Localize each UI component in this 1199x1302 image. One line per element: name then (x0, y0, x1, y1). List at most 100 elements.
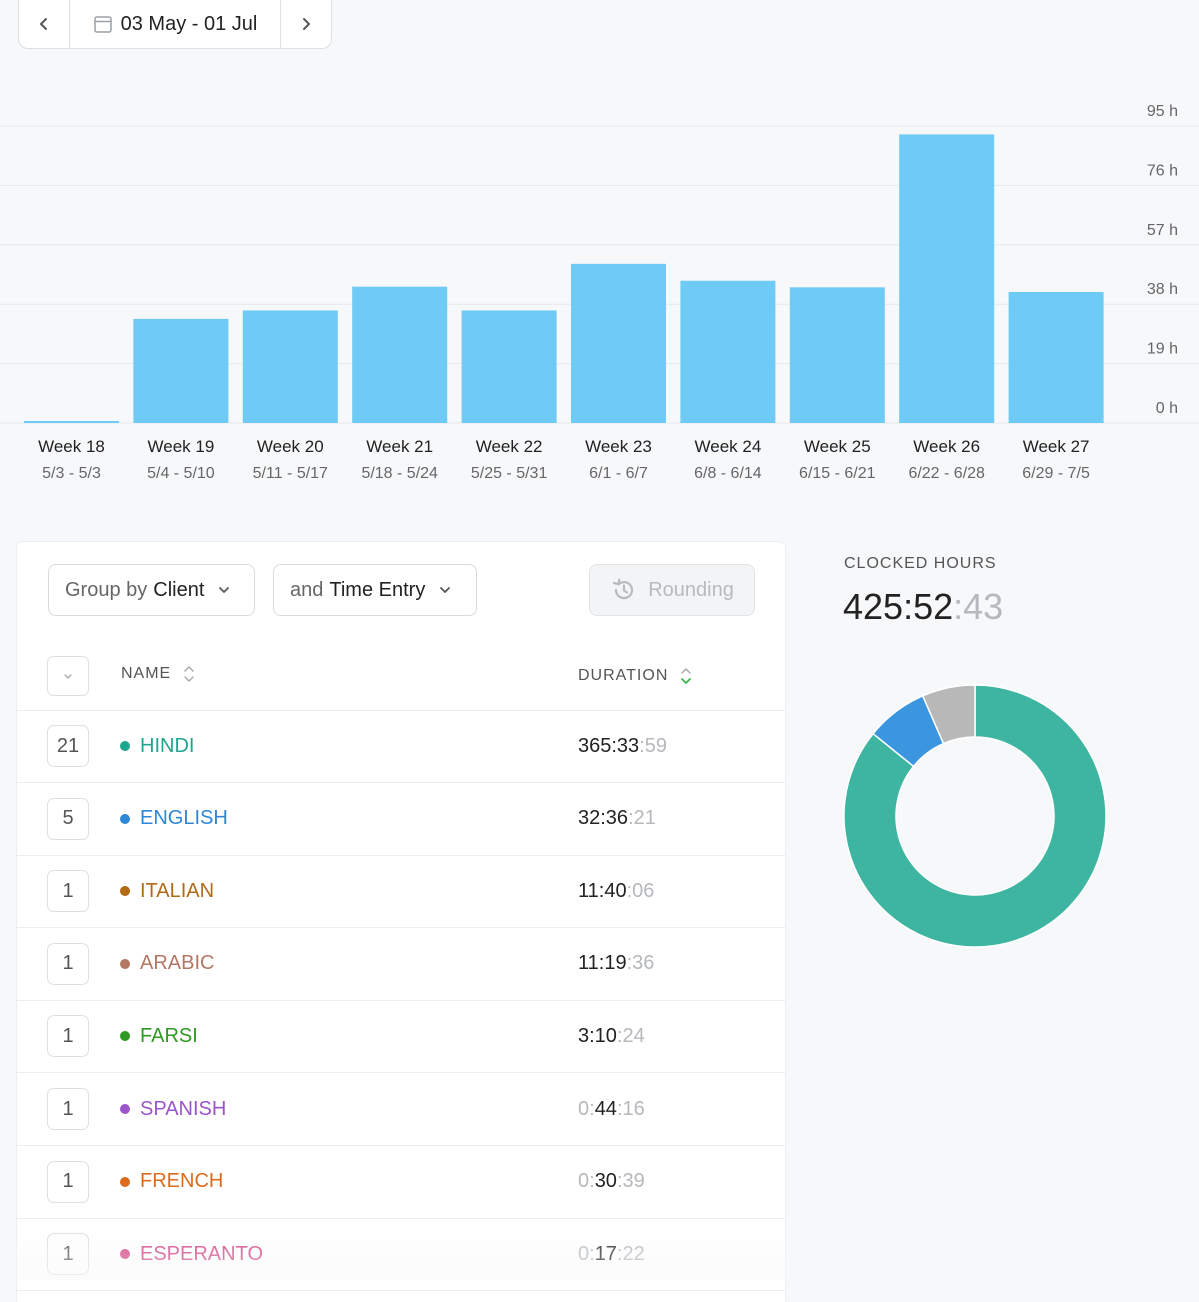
client-name[interactable]: FARSI (120, 1000, 198, 1072)
client-name[interactable]: SPANISH (120, 1073, 226, 1145)
client-name-label: SPANISH (140, 1097, 227, 1120)
duration-seconds: :24 (616, 1024, 645, 1047)
x-category-label: Week 24 (695, 437, 762, 456)
client-color-dot (120, 1176, 130, 1187)
rounding-button[interactable]: Rounding (589, 564, 755, 616)
table-row[interactable]: 5 ENGLISH 32:36:21 (17, 783, 785, 856)
client-name[interactable]: ITALIAN (120, 855, 214, 927)
table-row[interactable]: 1 FARSI 3:10:24 (17, 1000, 785, 1074)
bar (24, 421, 119, 423)
then-by-value: Time Entry (329, 578, 426, 601)
duration-value: 11:40:06 (578, 855, 654, 927)
duration-lead: 0: (578, 1097, 595, 1120)
duration-seconds: :39 (616, 1170, 645, 1193)
x-category-label: Week 21 (366, 437, 433, 456)
name-column-header[interactable]: NAME (121, 664, 195, 684)
client-name-label: ARABIC (140, 952, 215, 975)
date-range-navigator: 03 May - 01 Jul (18, 0, 332, 49)
duration-value: 32:36:21 (578, 783, 656, 855)
client-name[interactable]: ARABIC (120, 928, 214, 1000)
table-row[interactable]: 1 ITALIAN 11:40:06 (17, 855, 785, 929)
client-name-label: HINDI (140, 734, 195, 757)
clocked-hours-main: 425:52 (843, 586, 954, 627)
duration-seconds: :59 (639, 734, 667, 757)
calendar-icon (93, 16, 112, 33)
y-tick-label: 0 h (1156, 400, 1178, 417)
client-name[interactable]: ENGLISH (120, 783, 228, 855)
duration-value: 365:33:59 (578, 710, 667, 782)
entry-count-button[interactable]: 1 (47, 1233, 89, 1276)
x-category-label: Week 19 (148, 437, 215, 456)
x-category-label: Week 18 (38, 437, 105, 456)
duration-seconds: :22 (616, 1242, 645, 1265)
entry-count-button[interactable]: 1 (47, 942, 89, 985)
x-date-range-label: 6/15 - 6/21 (799, 465, 876, 482)
duration-main: 30 (594, 1170, 617, 1193)
rounding-label: Rounding (648, 578, 734, 601)
x-category-label: Week 23 (585, 437, 652, 456)
table-row[interactable]: 1 ESPERANTO 0: 17:22 (17, 1218, 785, 1292)
x-date-range-label: 6/1 - 6/7 (589, 465, 648, 482)
client-color-dot (120, 958, 130, 969)
client-name-label: ESPERANTO (140, 1242, 263, 1265)
client-color-dot (120, 741, 130, 751)
duration-value: 0: 30:39 (578, 1146, 645, 1218)
then-by-dropdown[interactable]: and Time Entry (273, 564, 477, 616)
x-date-range-label: 6/29 - 7/5 (1022, 465, 1090, 482)
bar (352, 286, 448, 423)
client-name[interactable]: ESPERANTO (120, 1218, 263, 1290)
x-category-label: Week 26 (913, 437, 980, 456)
bar (789, 287, 885, 423)
chevron-left-icon (40, 18, 47, 30)
chevron-down-icon (64, 674, 72, 679)
client-color-dot (120, 1249, 130, 1260)
entry-count-button[interactable]: 1 (47, 870, 89, 913)
duration-lead: 0: (578, 1170, 595, 1193)
x-date-range-label: 5/11 - 5/17 (253, 465, 328, 482)
chevron-down-icon (440, 587, 451, 593)
duration-main: 365:33 (578, 734, 640, 757)
chevron-right-icon (303, 18, 310, 30)
entry-count-button[interactable]: 1 (47, 1088, 89, 1130)
duration-seconds: :16 (616, 1097, 645, 1120)
previous-period-button[interactable] (19, 0, 69, 48)
clocked-hours-seconds: :43 (953, 586, 1004, 627)
table-row[interactable]: 1 SPANISH 0: 44:16 (17, 1073, 785, 1146)
date-range-picker[interactable]: 03 May - 01 Jul (69, 0, 281, 48)
entry-count-button[interactable]: 1 (47, 1015, 89, 1058)
entry-count-button[interactable]: 21 (47, 725, 89, 767)
x-date-range-label: 6/8 - 6/14 (694, 465, 762, 482)
bar (461, 310, 557, 423)
duration-value: 0: 44:16 (578, 1073, 645, 1145)
duration-value: 0: 17:22 (578, 1218, 645, 1290)
bar (571, 263, 666, 423)
x-date-range-label: 5/4 - 5/10 (147, 465, 215, 482)
table-row[interactable]: 1 FRENCH 0: 30:39 (17, 1146, 785, 1219)
name-column-label: NAME (121, 665, 172, 682)
client-name-label: ITALIAN (140, 879, 215, 902)
duration-column-label: DURATION (578, 667, 669, 684)
table-row[interactable]: 21 HINDI 365:33:59 (17, 710, 785, 783)
client-color-dot (120, 886, 130, 897)
y-tick-label: 19 h (1147, 341, 1178, 358)
client-name-label: FRENCH (140, 1170, 224, 1193)
client-name[interactable]: HINDI (120, 710, 194, 782)
clocked-hours-total: 425:52:43 (843, 586, 1003, 628)
group-by-dropdown[interactable]: Group by Client (48, 564, 255, 616)
expand-all-toggle[interactable] (47, 656, 89, 696)
entry-count-button[interactable]: 1 (47, 1160, 89, 1203)
chevron-down-icon (219, 587, 230, 593)
history-icon (613, 578, 634, 600)
x-date-range-label: 5/3 - 5/3 (42, 465, 101, 482)
table-header: NAME DURATION (17, 652, 785, 711)
client-name-label: FARSI (140, 1024, 198, 1047)
table-row[interactable]: 1 ARABIC 11:19:36 (17, 928, 785, 1001)
next-period-button[interactable] (281, 0, 331, 48)
entry-count-button[interactable]: 5 (47, 797, 89, 840)
date-range-label: 03 May - 01 Jul (120, 12, 258, 35)
sort-icon (184, 666, 194, 682)
duration-column-header[interactable]: DURATION (578, 666, 692, 686)
client-color-dot (120, 1031, 130, 1042)
donut-slice (921, 684, 976, 745)
client-name[interactable]: FRENCH (120, 1146, 223, 1218)
